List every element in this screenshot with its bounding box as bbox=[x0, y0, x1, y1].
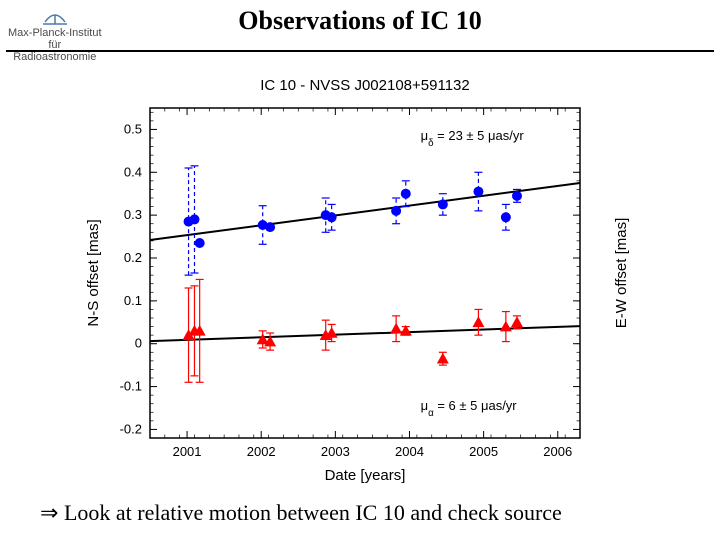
svg-text:-0.2: -0.2 bbox=[120, 421, 142, 436]
svg-text:0.5: 0.5 bbox=[124, 121, 142, 136]
svg-text:2006: 2006 bbox=[543, 444, 572, 459]
offset-chart: 2001 2002 2003 2004 2005 2006 -0.2 -0.1 0 0.1 0.2 0… bbox=[80, 68, 640, 488]
svg-text:0: 0 bbox=[135, 336, 142, 351]
svg-text:2004: 2004 bbox=[395, 444, 424, 459]
arrow-icon: ⇒ bbox=[40, 500, 58, 525]
page-title: Observations of IC 10 bbox=[0, 6, 720, 36]
svg-text:2002: 2002 bbox=[247, 444, 276, 459]
svg-text:0.2: 0.2 bbox=[124, 250, 142, 265]
slide: Max-Planck-Institut für Radioastronomie … bbox=[0, 0, 720, 540]
svg-text:E-W offset [mas]: E-W offset [mas] bbox=[613, 218, 630, 329]
header-rule bbox=[6, 50, 714, 52]
svg-text:2005: 2005 bbox=[469, 444, 498, 459]
svg-text:0.1: 0.1 bbox=[124, 293, 142, 308]
chart-svg: 2001 2002 2003 2004 2005 2006 -0.2 -0.1 0 0.1 0.2 0… bbox=[80, 68, 640, 488]
svg-text:IC 10 - NVSS J002108+591132: IC 10 - NVSS J002108+591132 bbox=[260, 77, 469, 94]
svg-text:0.3: 0.3 bbox=[124, 207, 142, 222]
svg-text:N-S offset [mas]: N-S offset [mas] bbox=[85, 219, 102, 326]
svg-text:-0.1: -0.1 bbox=[120, 379, 142, 394]
svg-text:Date [years]: Date [years] bbox=[325, 467, 406, 484]
footnote: ⇒ Look at relative motion between IC 10 … bbox=[40, 500, 562, 526]
logo-text-3: Radioastronomie bbox=[8, 51, 102, 63]
footnote-text: Look at relative motion between IC 10 an… bbox=[58, 500, 561, 525]
svg-text:0.4: 0.4 bbox=[124, 164, 142, 179]
svg-text:2001: 2001 bbox=[173, 444, 202, 459]
svg-text:2003: 2003 bbox=[321, 444, 350, 459]
slide-header: Max-Planck-Institut für Radioastronomie … bbox=[0, 0, 720, 62]
